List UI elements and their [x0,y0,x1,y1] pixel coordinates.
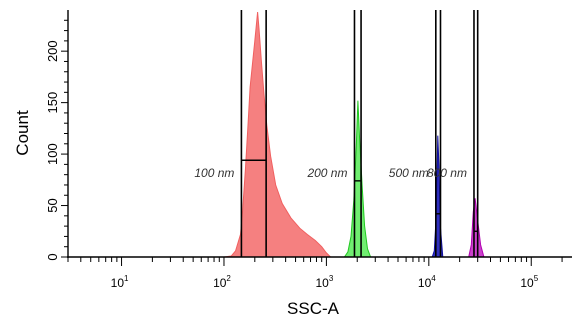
gate-4-label: 800 nm [427,166,467,180]
x-tick-label: 102 [213,274,231,290]
x-tick-label: 105 [520,274,538,290]
x-axis-title: SSC-A [287,299,340,318]
y-tick-label: 150 [45,92,60,114]
histogram-series-2 [343,100,372,258]
x-tick-label: 103 [315,274,333,290]
y-tick-label: 0 [45,253,60,260]
histogram-series-1 [223,12,332,258]
x-tick-label: 101 [111,274,129,290]
y-axis-title: Count [13,110,32,156]
y-tick-label: 200 [45,40,60,62]
y-tick-label: 50 [45,198,60,212]
gate-3-label: 500 nm [389,166,429,180]
gate-1-label: 100 nm [194,166,234,180]
y-tick-label: 100 [45,143,60,165]
gate-2-label: 200 nm [306,166,347,180]
histogram-series-4 [468,198,485,258]
x-tick-label: 104 [418,274,436,290]
axes: 0 50 100 150 200 101 102 103 104 105 [45,10,572,290]
histogram-series-layer [223,12,485,258]
